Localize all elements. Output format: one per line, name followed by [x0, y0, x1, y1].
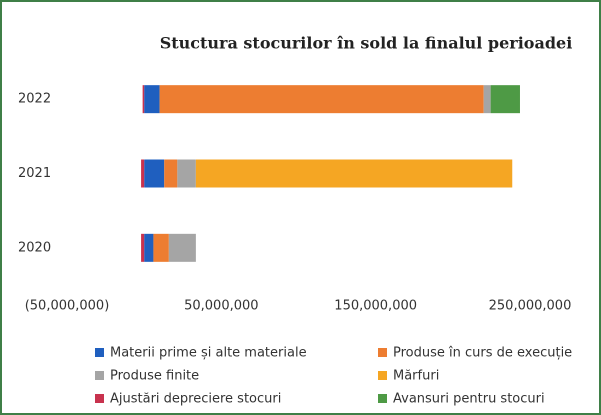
bar-segment	[177, 159, 196, 188]
legend-swatch	[95, 371, 104, 380]
x-tick-label: 50,000,000	[184, 299, 258, 314]
legend-label: Materii prime și alte materiale	[110, 346, 307, 361]
y-tick-label: 2020	[18, 240, 51, 255]
bar-segment	[144, 159, 165, 188]
x-tick-label: 150,000,000	[334, 299, 417, 314]
legend-label: Produse în curs de execuție	[393, 346, 572, 361]
bar-segment	[164, 159, 178, 188]
legend-label: Ajustări depreciere stocuri	[110, 392, 281, 407]
bar-segment	[141, 233, 145, 262]
bar-segment	[168, 233, 196, 262]
y-tick-label: 2022	[18, 92, 51, 107]
legend-swatch	[95, 394, 104, 403]
legend-swatch	[378, 348, 387, 357]
y-tick-label: 2021	[18, 166, 51, 181]
bar-segment	[141, 159, 145, 188]
bar-segment	[159, 85, 484, 114]
legend-label: Produse finite	[110, 369, 199, 384]
bar-segment	[483, 85, 491, 114]
bar-segment	[144, 233, 154, 262]
x-tick-label: (50,000,000)	[25, 299, 110, 314]
bar-segment	[195, 159, 513, 188]
bar-segment	[490, 85, 520, 114]
bar-segment	[142, 85, 145, 114]
x-tick-label: 250,000,000	[489, 299, 572, 314]
bar-segment	[153, 233, 169, 262]
legend-label: Mărfuri	[393, 369, 439, 384]
bar-segment	[144, 85, 160, 114]
legend-swatch	[95, 348, 104, 357]
chart-title: Stuctura stocurilor în sold la finalul p…	[160, 34, 573, 53]
legend-swatch	[378, 371, 387, 380]
legend-swatch	[378, 394, 387, 403]
legend-label: Avansuri pentru stocuri	[393, 392, 545, 407]
